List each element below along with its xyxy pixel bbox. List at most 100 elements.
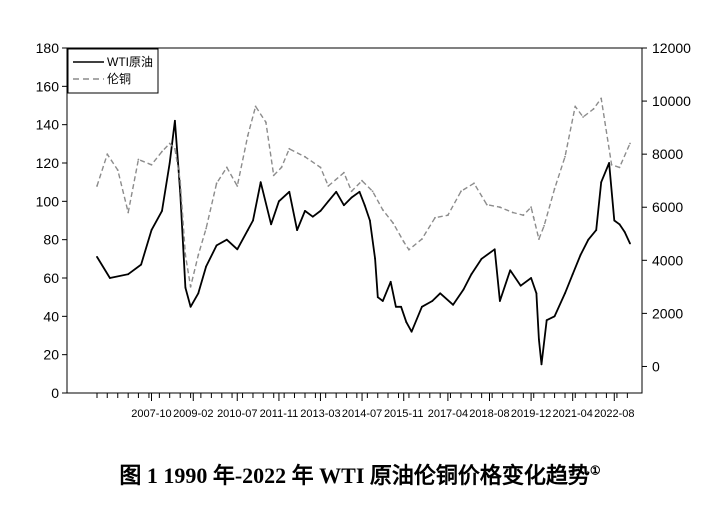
data-point [592,108,595,110]
data-point [246,134,249,137]
left-tick-label-8: 160 [36,78,60,94]
data-point [350,190,353,193]
data-point [350,196,353,199]
right-tick-label-4: 8000 [652,146,683,162]
data-point [608,162,610,164]
data-point [184,254,187,256]
data-point [259,181,262,184]
data-point [376,296,379,299]
data-point [189,305,192,308]
data-point [225,166,228,169]
data-point [431,300,434,302]
left-tick-label-5: 100 [36,193,60,209]
data-point [205,265,208,268]
data-point [374,257,376,260]
data-point [288,147,291,150]
data-point [460,190,462,193]
data-point [462,288,465,291]
data-point [553,315,556,318]
data-point [215,182,218,185]
data-point [499,206,501,209]
data-point [296,229,298,232]
data-point [189,285,192,288]
x-tick-label-3: 2011-11 [260,408,299,420]
legend-label-wti: WTI原油 [107,55,153,69]
data-point [540,363,543,366]
data-point [252,219,254,222]
data-point [389,280,392,283]
right-tick-label-5: 10000 [652,93,691,109]
data-point [470,273,473,276]
data-point [161,150,163,153]
legend-label-copper: 伦铜 [107,71,131,86]
data-point [511,211,514,214]
left-tick-label-4: 80 [43,232,59,248]
data-point [381,209,384,211]
series-layer [96,97,631,366]
data-point [405,321,408,323]
data-point [363,204,366,207]
data-point [272,174,275,177]
data-point [545,319,548,322]
data-point [246,229,249,232]
data-point [106,153,109,156]
data-point [381,300,384,302]
data-point [161,210,163,212]
data-point [150,163,153,166]
data-point [564,155,566,158]
data-point [587,238,590,241]
data-point [629,142,631,145]
right-tick-label-1: 2000 [652,305,683,321]
left-tick-label-2: 40 [43,308,59,324]
data-point [480,257,483,260]
data-point [140,263,143,266]
left-tick-label-7: 140 [36,117,60,133]
data-point [168,142,171,145]
left-tick-label-0: 0 [51,385,59,401]
data-point [538,238,540,241]
data-point [343,171,345,174]
data-point [96,256,98,258]
x-tick-label-4: 2013-03 [300,408,340,420]
data-point [215,244,218,247]
data-point [361,179,363,182]
data-point [434,216,436,219]
data-point [553,187,556,190]
data-point [265,121,267,124]
data-point [499,300,501,302]
x-tick-label-10: 2021-04 [552,408,592,420]
right-tick-label-6: 12000 [652,40,691,56]
data-point [319,210,322,212]
data-point [623,231,626,233]
x-tick-label-9: 2019-12 [511,408,551,420]
data-point [96,185,98,187]
x-tick-label-5: 2014-07 [342,408,382,420]
data-point [174,119,176,122]
data-point [254,105,257,108]
data-point [421,238,423,241]
data-point [410,330,413,333]
data-point [473,182,475,185]
data-point [358,190,361,193]
x-axis: 2007-10 2009-02 2010-07 2011-11 2013-03 2014-… [96,393,634,420]
data-point [116,169,119,172]
data-point [127,211,130,214]
data-point [618,223,621,226]
data-point [288,190,291,193]
data-point [574,105,577,108]
data-point [582,116,584,118]
data-point [109,277,111,279]
data-point [304,155,306,158]
data-point [327,185,330,187]
data-point [571,273,574,276]
data-point [400,305,402,308]
x-tick-label-1: 2009-02 [173,408,213,420]
data-point [335,190,338,193]
data-point [392,222,395,225]
data-point [174,147,176,150]
x-tick-label-8: 2018-08 [469,408,509,420]
data-point [311,215,314,218]
data-point [595,229,598,232]
data-point [395,305,397,308]
x-tick-label-11: 2022-08 [594,408,634,420]
